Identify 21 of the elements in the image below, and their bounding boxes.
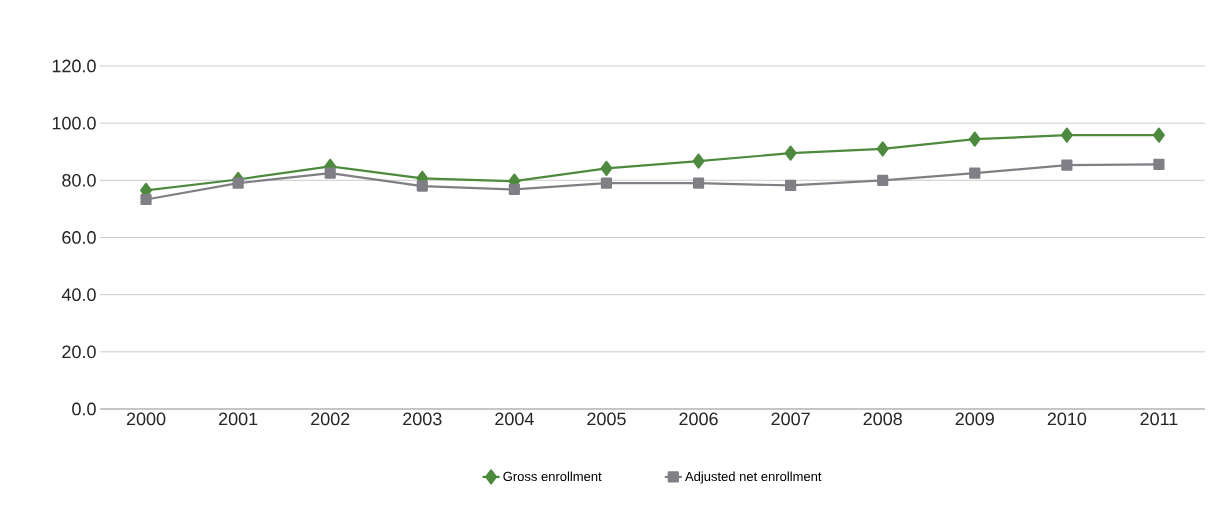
y-tick-label: 120.0 — [52, 59, 96, 73]
y-tick-label: 0.0 — [72, 402, 96, 416]
y-tick-label: 20.0 — [62, 345, 96, 359]
x-tick-label: 2011 — [1140, 412, 1178, 426]
y-tick-label: 100.0 — [52, 116, 96, 130]
y-tick-label: 60.0 — [62, 231, 96, 244]
y-tick-label: 40.0 — [61, 288, 96, 302]
x-tick-label: 2006 — [679, 412, 718, 426]
x-tick-label: 2007 — [771, 412, 810, 426]
legend-label: Gross enrollment — [503, 471, 602, 482]
x-tick-label: 2003 — [403, 412, 442, 426]
x-tick-label: 2002 — [311, 412, 350, 426]
x-tick-label: 2004 — [495, 412, 534, 426]
x-tick-label: 2001 — [219, 412, 258, 426]
y-tick-label: 80.0 — [62, 173, 96, 187]
x-tick-label: 2000 — [126, 412, 166, 426]
x-tick-label: 2008 — [863, 412, 902, 426]
legend-label: Adjusted net enrollment — [685, 471, 822, 484]
x-tick-label: 2009 — [955, 412, 994, 426]
x-tick-label: 2010 — [1047, 412, 1087, 426]
x-tick-label: 2005 — [587, 412, 626, 426]
